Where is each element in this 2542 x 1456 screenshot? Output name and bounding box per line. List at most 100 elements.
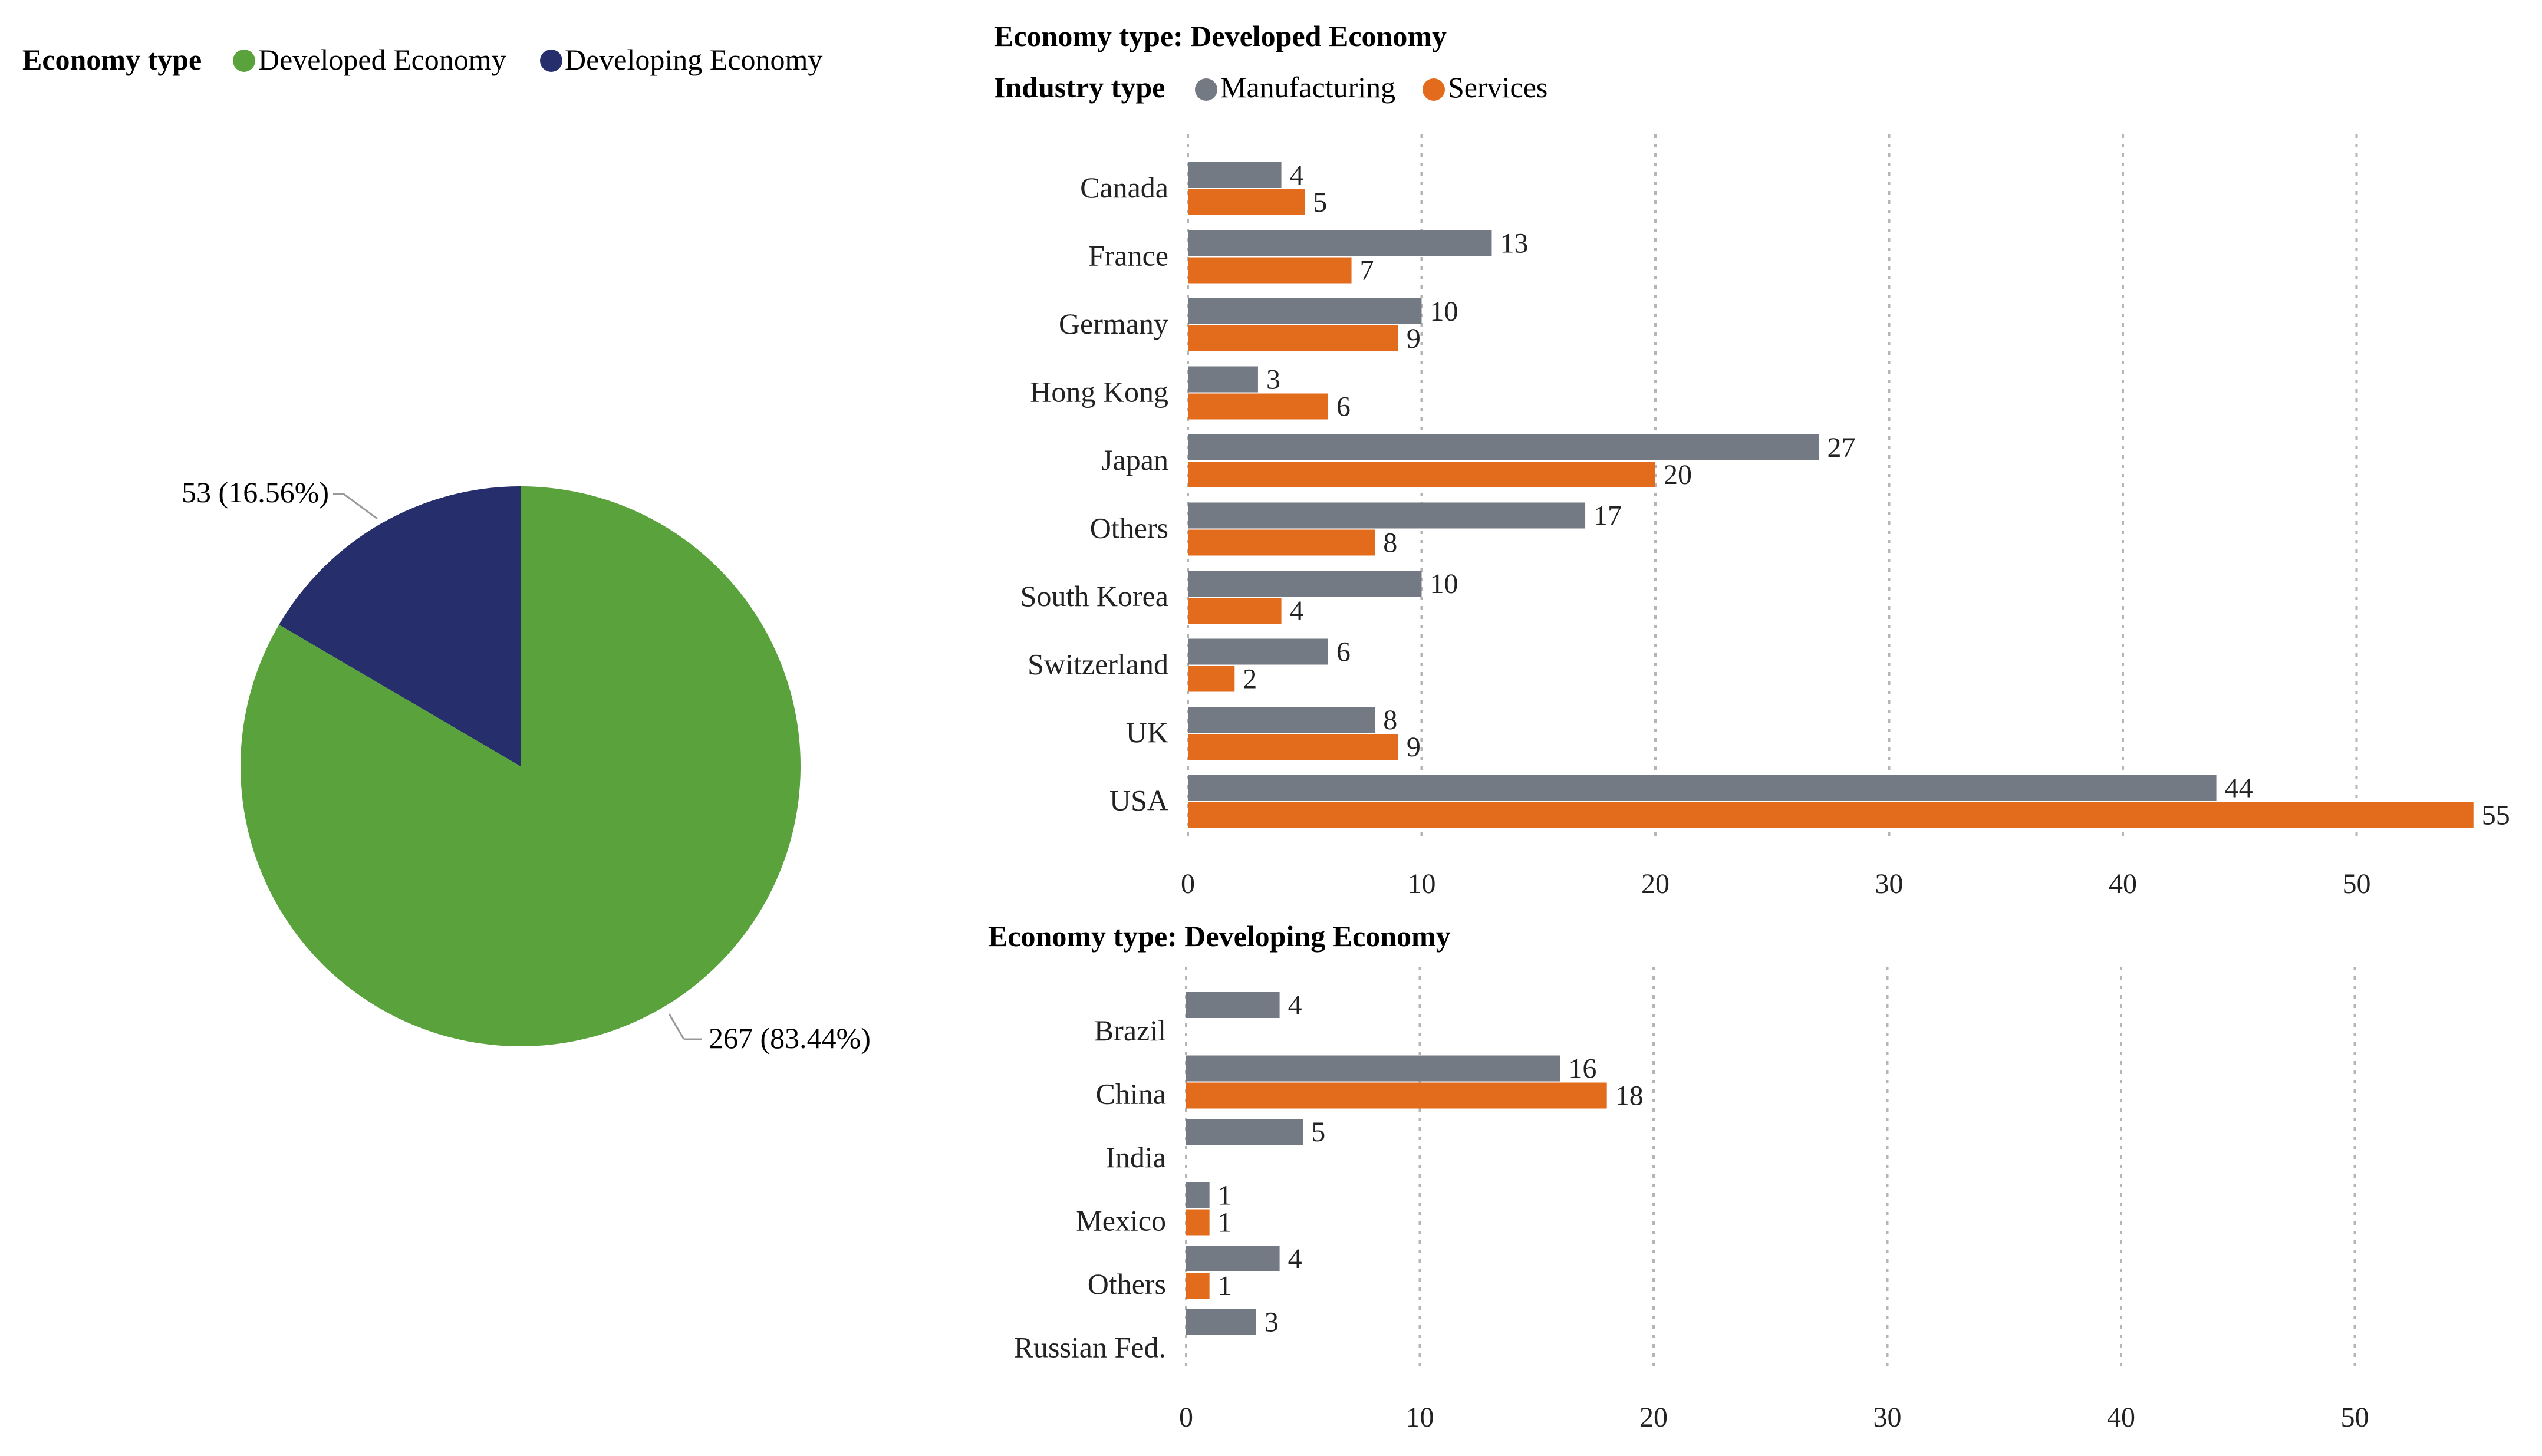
data-label: 55	[2482, 800, 2510, 831]
industry-legend-title: Industry type	[994, 71, 1165, 104]
bar-manufacturing	[1186, 1309, 1256, 1335]
developed-panel-header: Economy type: Developed Economy Industry…	[994, 19, 1547, 104]
bar-manufacturing	[1186, 1182, 1210, 1208]
bar-manufacturing	[1186, 1119, 1303, 1145]
developing-bar-chart: 0 10 20 30 40 50 Brazil 4 China 16 18 India 5 Mexico 1…	[1014, 967, 2369, 1433]
industry-legend-item-services: Services	[1448, 71, 1547, 104]
data-label: 20	[1664, 459, 1692, 490]
bar-manufacturing	[1188, 434, 1819, 460]
x-tick-label: 20	[1639, 1402, 1668, 1433]
x-tick-label: 20	[1641, 868, 1670, 900]
category-label: France	[1088, 239, 1168, 272]
x-tick-label: 40	[2109, 868, 2137, 900]
data-label: 10	[1430, 296, 1458, 327]
bar-services	[1188, 666, 1235, 692]
bar-services	[1188, 257, 1352, 284]
category-label: China	[1096, 1078, 1166, 1111]
x-tick-label: 0	[1179, 1402, 1193, 1433]
data-label: 6	[1336, 637, 1351, 668]
pie-slice-developing	[279, 486, 521, 766]
bar-manufacturing	[1188, 502, 1586, 529]
industry-legend-item-manufacturing: Manufacturing	[1220, 71, 1395, 104]
x-tick-label: 50	[2341, 1402, 2369, 1433]
data-label: 3	[1265, 1307, 1279, 1338]
legend-marker-manufacturing	[1195, 78, 1217, 101]
data-label: 18	[1615, 1081, 1644, 1112]
bar-services	[1186, 1082, 1607, 1109]
legend-marker-services	[1423, 78, 1445, 101]
x-tick-label: 10	[1408, 868, 1436, 900]
category-label: Germany	[1059, 307, 1168, 340]
data-label: 1	[1218, 1180, 1232, 1211]
bar-services	[1188, 462, 1655, 487]
bar-manufacturing	[1188, 638, 1328, 665]
category-label: Canada	[1080, 171, 1168, 204]
bar-services	[1188, 189, 1305, 215]
category-label: UK	[1126, 716, 1168, 749]
data-label: 27	[1828, 432, 1856, 463]
bar-manufacturing	[1188, 366, 1258, 393]
data-label: 13	[1500, 228, 1528, 259]
x-tick-label: 0	[1181, 868, 1195, 900]
category-label: Russian Fed.	[1014, 1331, 1166, 1364]
data-label: 4	[1288, 990, 1302, 1021]
developed-panel-title: Economy type: Developed Economy	[994, 19, 1447, 52]
bar-manufacturing	[1188, 230, 1492, 256]
data-label: 10	[1430, 568, 1458, 599]
data-label: 7	[1360, 255, 1374, 286]
pie-label-developed: 267 (83.44%)	[709, 1022, 871, 1055]
pie-legend-item-developing: Developing Economy	[565, 43, 822, 76]
pie-label-developing: 53 (16.56%)	[182, 476, 329, 509]
bar-manufacturing	[1188, 298, 1422, 324]
pie-leader-developed	[668, 1013, 685, 1040]
data-label: 8	[1383, 704, 1397, 736]
category-label: Japan	[1101, 443, 1168, 476]
pie-legend: Economy type Developed Economy Developin…	[22, 43, 822, 76]
x-tick-label: 30	[1873, 1402, 1902, 1433]
category-label: Mexico	[1076, 1204, 1166, 1237]
pie-slice-developed	[241, 486, 801, 1046]
bar-services	[1188, 393, 1328, 420]
developing-panel-title: Economy type: Developing Economy	[988, 920, 1451, 953]
bar-services	[1186, 1273, 1210, 1299]
bar-manufacturing	[1188, 162, 1282, 188]
legend-marker-developing	[540, 50, 562, 72]
bar-services	[1188, 529, 1375, 556]
category-label: South Korea	[1020, 579, 1168, 612]
bar-services	[1186, 1209, 1210, 1236]
category-label: USA	[1109, 784, 1168, 817]
category-label: Others	[1088, 1267, 1166, 1300]
data-label: 8	[1383, 528, 1397, 559]
data-label: 5	[1313, 187, 1327, 218]
bar-services	[1188, 325, 1398, 351]
bar-services	[1188, 734, 1398, 760]
pie-leader-developing	[343, 493, 378, 520]
bar-manufacturing	[1186, 1246, 1280, 1271]
data-label: 2	[1243, 664, 1257, 695]
category-label: India	[1105, 1141, 1166, 1174]
data-label: 6	[1336, 391, 1351, 423]
x-tick-label: 50	[2343, 868, 2371, 900]
data-label: 44	[2225, 773, 2253, 804]
x-tick-label: 30	[1875, 868, 1904, 900]
data-label: 1	[1218, 1270, 1232, 1302]
category-label: Switzerland	[1028, 648, 1168, 681]
category-label: Brazil	[1094, 1014, 1166, 1047]
data-label: 3	[1266, 364, 1280, 396]
data-label: 4	[1290, 595, 1304, 627]
data-label: 5	[1311, 1116, 1325, 1148]
data-label: 16	[1568, 1053, 1596, 1085]
data-label: 1	[1218, 1207, 1232, 1238]
bar-manufacturing	[1186, 1055, 1560, 1082]
x-tick-label: 10	[1406, 1402, 1434, 1433]
data-label: 9	[1407, 732, 1421, 763]
pie-legend-item-developed: Developed Economy	[258, 43, 506, 76]
data-label: 4	[1290, 160, 1304, 191]
bar-services	[1188, 598, 1282, 624]
pie-legend-title: Economy type	[22, 43, 202, 76]
legend-marker-developed	[233, 50, 255, 72]
bar-manufacturing	[1186, 992, 1280, 1018]
category-label: Others	[1090, 512, 1168, 545]
